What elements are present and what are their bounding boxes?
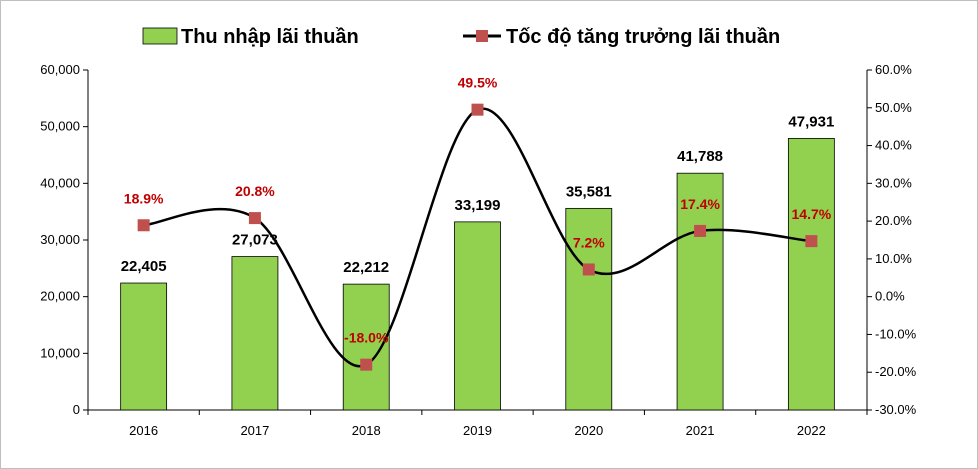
y-left-tick-label: 30,000: [40, 232, 80, 247]
bar: [454, 221, 501, 411]
y-left-tick-label: 60,000: [40, 62, 80, 77]
growth-value-label: 18.9%: [124, 190, 164, 206]
legend-label-bar: Thu nhập lãi thuần: [181, 26, 359, 48]
legend-swatch-marker: [476, 30, 488, 42]
growth-marker: [360, 358, 373, 371]
growth-value-label: 49.5%: [458, 75, 498, 91]
bar-value-label: 22,405: [121, 258, 167, 275]
bar-value-label: 41,788: [677, 148, 723, 165]
axes: 0 10,000 20,000 30,000 40,000 50,000 60,000 -30…: [40, 62, 916, 438]
line-series: [137, 103, 818, 371]
x-tick-label: 2018: [352, 423, 381, 438]
y-right-tick-label: -20.0%: [875, 364, 917, 379]
bar: [231, 256, 279, 411]
y-right-tick-label: 10.0%: [875, 251, 912, 266]
bar: [787, 137, 835, 411]
bar-labels: 22,405 27,073 22,212 33,199 35,581 41,788 47,9…: [121, 113, 835, 276]
x-tick-label: 2021: [686, 423, 715, 438]
x-tick-label: 2022: [797, 423, 826, 438]
growth-line: [143, 107, 812, 368]
y-right-tick-label: 30.0%: [875, 175, 912, 190]
x-tick-label: 2020: [574, 423, 603, 438]
bar-value-label: 33,199: [455, 197, 501, 214]
y-left-tick-label: 40,000: [40, 175, 80, 190]
bar-value-label: 22,212: [343, 259, 389, 276]
y-left-tick-label: 50,000: [40, 119, 80, 134]
y-right-tick-label: 50.0%: [875, 100, 912, 115]
growth-value-label: 14.7%: [792, 206, 832, 222]
y-right-tick-label: 0.0%: [875, 289, 905, 304]
bar-series: [120, 137, 835, 411]
y-left-tick-label: 10,000: [40, 345, 80, 360]
growth-marker: [248, 212, 261, 225]
y-right-tick-label: 60.0%: [875, 62, 912, 77]
growth-value-label: -18.0%: [344, 330, 389, 346]
growth-marker: [137, 219, 150, 232]
growth-value-label: 17.4%: [680, 196, 720, 212]
y-left-tick-label: 20,000: [40, 289, 80, 304]
y-right-tick-label: 20.0%: [875, 213, 912, 228]
bar-value-label: 27,073: [232, 232, 278, 249]
growth-marker: [582, 263, 595, 276]
growth-marker: [694, 224, 707, 237]
growth-value-label: 7.2%: [573, 234, 605, 250]
bar-value-label: 47,931: [788, 113, 834, 130]
legend-label-line: Tốc độ tăng trưởng lãi thuần: [506, 26, 780, 48]
growth-marker: [471, 103, 484, 116]
bar: [676, 172, 724, 411]
y-right-tick-label: 40.0%: [875, 138, 912, 153]
y-right-tick-label: -10.0%: [875, 326, 917, 341]
y-left-tick-label: 0: [73, 402, 80, 417]
y-right-tick-label: -30.0%: [875, 402, 917, 417]
bar: [120, 282, 168, 411]
bar-value-label: 35,581: [566, 183, 612, 200]
line-labels: 18.9% 20.8% -18.0% 49.5% 7.2% 17.4% 14.7%: [124, 75, 832, 346]
legend: Thu nhập lãi thuần Tốc độ tăng trưởng lã…: [142, 26, 780, 48]
growth-marker: [805, 235, 818, 248]
growth-value-label: 20.8%: [235, 183, 275, 199]
x-tick-label: 2016: [129, 423, 158, 438]
bar: [565, 207, 613, 411]
legend-swatch-bar: [142, 27, 178, 45]
x-tick-label: 2019: [463, 423, 492, 438]
x-tick-label: 2017: [240, 423, 269, 438]
